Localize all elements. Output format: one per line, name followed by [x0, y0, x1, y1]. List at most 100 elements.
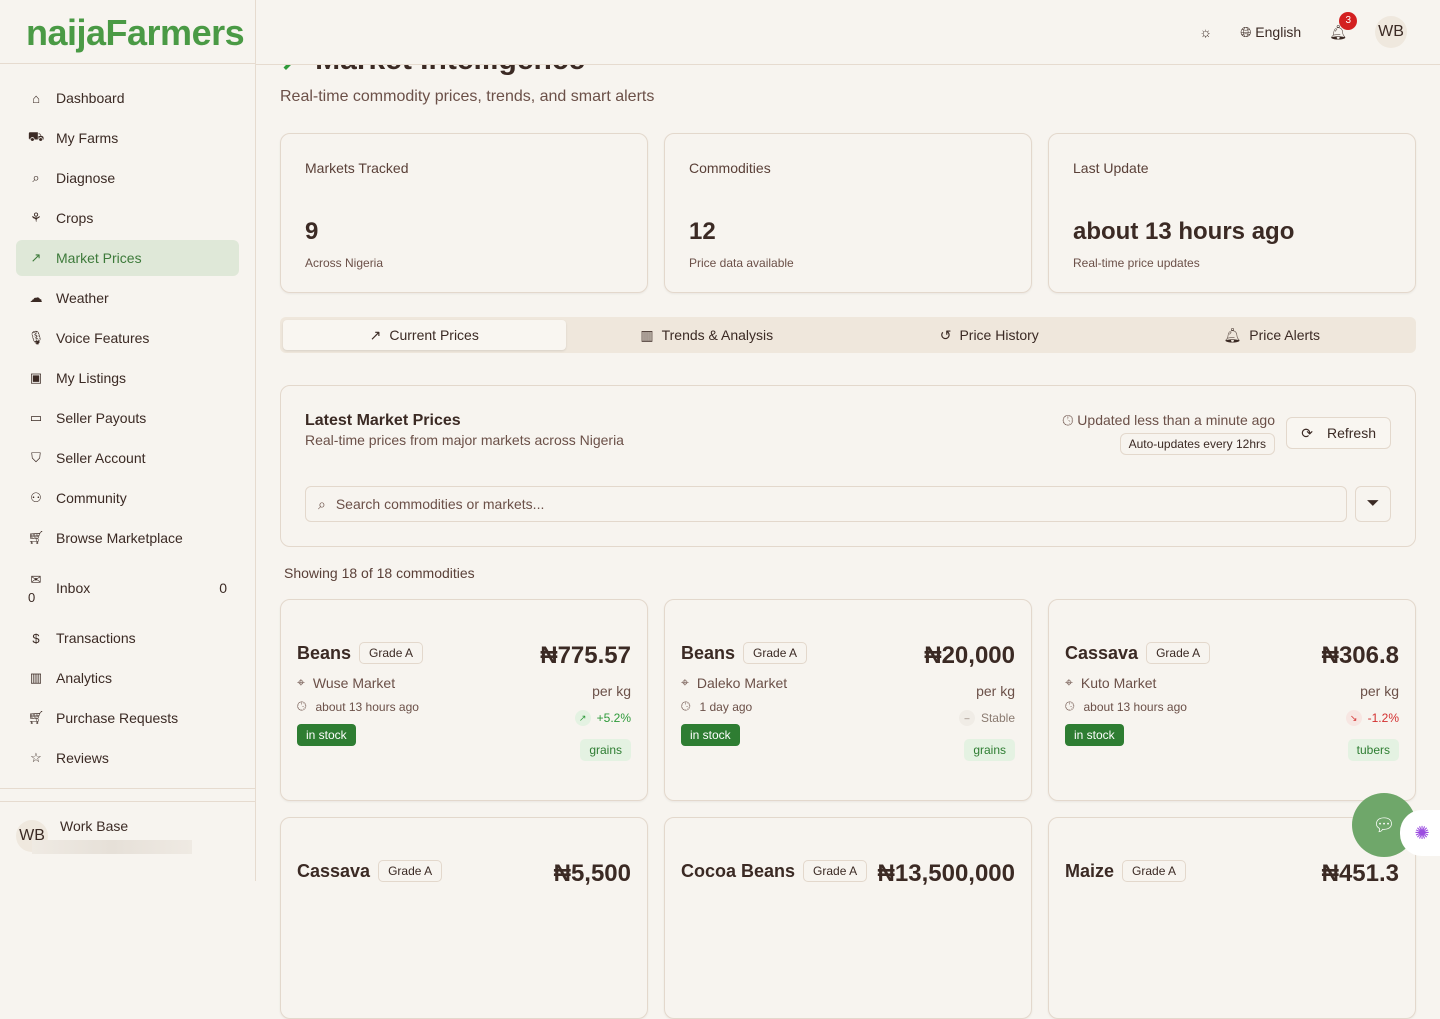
panel-title: Latest Market Prices	[305, 412, 461, 429]
sidebar-item-market-prices[interactable]: ↗ Market Prices	[16, 240, 239, 276]
stats-row: Markets Tracked 9 Across Nigeria Commoditie…	[280, 133, 1416, 293]
price: ₦306.8	[1321, 642, 1399, 669]
trending-up-icon: ↗	[30, 250, 42, 265]
tab-price-history[interactable]: ↺ Price History	[848, 320, 1131, 350]
sidebar-item-label: Weather	[56, 290, 109, 306]
sidebar-item-purchase-requests[interactable]: 🛒︎ Purchase Requests	[16, 700, 239, 736]
tab-price-alerts[interactable]: 🔔︎ Price Alerts	[1131, 320, 1414, 350]
theme-toggle-sun-icon[interactable]: ☼	[1199, 24, 1213, 40]
tab-trends-analysis[interactable]: ▥ Trends & Analysis	[566, 320, 849, 350]
tab-icon: ↺	[939, 326, 952, 343]
sidebar-item-label: Transactions	[56, 630, 136, 646]
commodity-card[interactable]: Cocoa Beans Grade A ₦13,500,000	[664, 817, 1032, 1019]
sidebar-item-label: Seller Account	[56, 450, 146, 466]
results-count: Showing 18 of 18 commodities	[284, 565, 475, 581]
commodity-name: Cassava	[1065, 642, 1139, 663]
user-avatar[interactable]: WB	[1375, 16, 1407, 48]
last-updated: 🕓︎ about 13 hours ago	[1065, 699, 1399, 714]
stat-label: Last Update	[1073, 160, 1149, 176]
search-input[interactable]: ⌕ Search commodities or markets...	[305, 486, 1347, 522]
tab-current-prices[interactable]: ↗ Current Prices	[283, 320, 566, 350]
sidebar-item-voice-features[interactable]: 🎙︎ Voice Features	[16, 320, 239, 356]
bag-icon: ▣	[29, 370, 43, 385]
price: ₦775.57	[540, 642, 631, 669]
price: ₦451.3	[1321, 860, 1399, 887]
divider	[0, 788, 255, 789]
price: ₦13,500,000	[877, 860, 1015, 887]
trend-stable-icon: –	[958, 710, 975, 726]
tab-icon: 🔔︎	[1223, 326, 1242, 343]
refresh-button[interactable]: ⟳ Refresh	[1286, 417, 1391, 449]
sidebar-item-label: My Farms	[56, 130, 119, 146]
sidebar-item-label: Purchase Requests	[56, 710, 179, 726]
tab-label: Trends & Analysis	[661, 327, 774, 343]
sidebar-item-label: Inbox	[56, 580, 91, 596]
sidebar-item-transactions[interactable]: $ Transactions	[16, 620, 239, 656]
commodity-name: Maize	[1065, 860, 1115, 881]
market-name: Wuse Market	[312, 674, 396, 691]
commodity-card[interactable]: Cassava Grade A ₦5,500	[280, 817, 648, 1019]
mail-icon: ✉	[30, 572, 42, 587]
update-status: 🕓︎ Updated less than a minute ago Auto-up…	[1062, 412, 1275, 455]
bell-icon[interactable]: 🔔︎ 3	[1329, 11, 1358, 41]
sidebar-item-weather[interactable]: ☁ Weather	[16, 280, 239, 316]
receipt-icon: $	[32, 630, 40, 646]
tractor-icon: ⛟	[27, 129, 45, 144]
sidebar-item-label: Analytics	[56, 670, 113, 686]
logo[interactable]: naijaFarmers	[0, 0, 255, 64]
stock-badge: in stock	[681, 724, 740, 746]
updated-time: about 13 hours ago	[315, 699, 419, 714]
change-value: -1.2%	[1367, 711, 1399, 725]
sidebar: naijaFarmers ⌂ Dashboard ⛟ My Farms ⌕ Diagnos…	[0, 0, 256, 881]
top-bar: ☼ 🌐︎ English 🔔︎ 3 WB	[256, 0, 1440, 65]
stock-badge: in stock	[297, 724, 356, 746]
stat-description: Across Nigeria	[305, 256, 384, 270]
sidebar-item-label: Crops	[56, 210, 94, 226]
stat-value: 12	[689, 218, 716, 245]
sidebar-item-dashboard[interactable]: ⌂ Dashboard	[16, 80, 239, 116]
sidebar-item-label: Community	[56, 490, 127, 506]
notification-badge: 3	[1339, 11, 1358, 30]
stat-value: about 13 hours ago	[1073, 218, 1295, 245]
sidebar-item-my-listings[interactable]: ▣ My Listings	[16, 360, 239, 396]
refresh-icon: ⟳	[1301, 424, 1313, 441]
commodity-card[interactable]: Cassava Grade A ₦306.8 ⌖ Kuto Market 🕓︎ about …	[1048, 599, 1416, 801]
stat-card: Markets Tracked 9 Across Nigeria	[280, 133, 648, 293]
sidebar-item-crops[interactable]: ⚘ Crops	[16, 200, 239, 236]
sidebar-item-label: My Listings	[56, 370, 127, 386]
price: ₦5,500	[553, 860, 631, 887]
sidebar-item-browse-marketplace[interactable]: 🛒︎ Browse Marketplace	[16, 520, 239, 556]
sidebar-item-inbox[interactable]: ✉ 0 Inbox 0	[16, 560, 239, 616]
updated-text: Updated less than a minute ago	[1077, 412, 1275, 428]
market-location: ⌖ Kuto Market	[1065, 674, 1399, 691]
commodity-card[interactable]: Beans Grade A ₦775.57 ⌖ Wuse Market 🕓︎ about 1…	[280, 599, 648, 801]
sidebar-item-my-farms[interactable]: ⛟ My Farms	[16, 120, 239, 156]
commodity-card[interactable]: Beans Grade A ₦20,000 ⌖ Daleko Market 🕓︎ 1 day…	[664, 599, 1032, 801]
inbox-count: 0	[219, 580, 227, 596]
last-updated: 🕓︎ about 13 hours ago	[297, 699, 631, 714]
user-profile[interactable]: WB Work Base	[0, 801, 255, 872]
sidebar-item-analytics[interactable]: ▥ Analytics	[16, 660, 239, 696]
sidebar-item-seller-account[interactable]: ⛉ Seller Account	[16, 440, 239, 476]
sidebar-item-label: Dashboard	[56, 90, 125, 106]
shield-icon: ⛉	[31, 450, 41, 465]
search-icon: ⌕	[32, 170, 40, 185]
tabs: ↗ Current Prices ▥ Trends & Analysis ↺ Price …	[280, 317, 1416, 353]
main-content: ↗Market Intelligence Real-time commodity…	[280, 40, 1416, 1019]
map-pin-icon: ⌖	[1065, 674, 1073, 690]
language-selector[interactable]: 🌐︎ English	[1240, 23, 1302, 40]
inbox-sub: 0	[28, 590, 36, 605]
filter-button[interactable]: ⏷	[1355, 486, 1391, 522]
sidebar-item-seller-payouts[interactable]: ▭ Seller Payouts	[16, 400, 239, 436]
sidebar-item-label: Diagnose	[56, 170, 116, 186]
sidebar-item-diagnose[interactable]: ⌕ Diagnose	[16, 160, 239, 196]
stat-card: Commodities 12 Price data available	[664, 133, 1032, 293]
market-location: ⌖ Wuse Market	[297, 674, 631, 691]
sidebar-item-reviews[interactable]: ☆ Reviews	[16, 740, 239, 776]
cart-icon: 🛒︎	[27, 530, 45, 545]
sidebar-item-community[interactable]: ⚇ Community	[16, 480, 239, 516]
ai-assistant-button[interactable]: ✺	[1400, 810, 1440, 856]
star-icon: ☆	[30, 750, 42, 765]
stat-card: Last Update about 13 hours ago Real-time p…	[1048, 133, 1416, 293]
grade-badge: Grade A	[743, 642, 808, 664]
